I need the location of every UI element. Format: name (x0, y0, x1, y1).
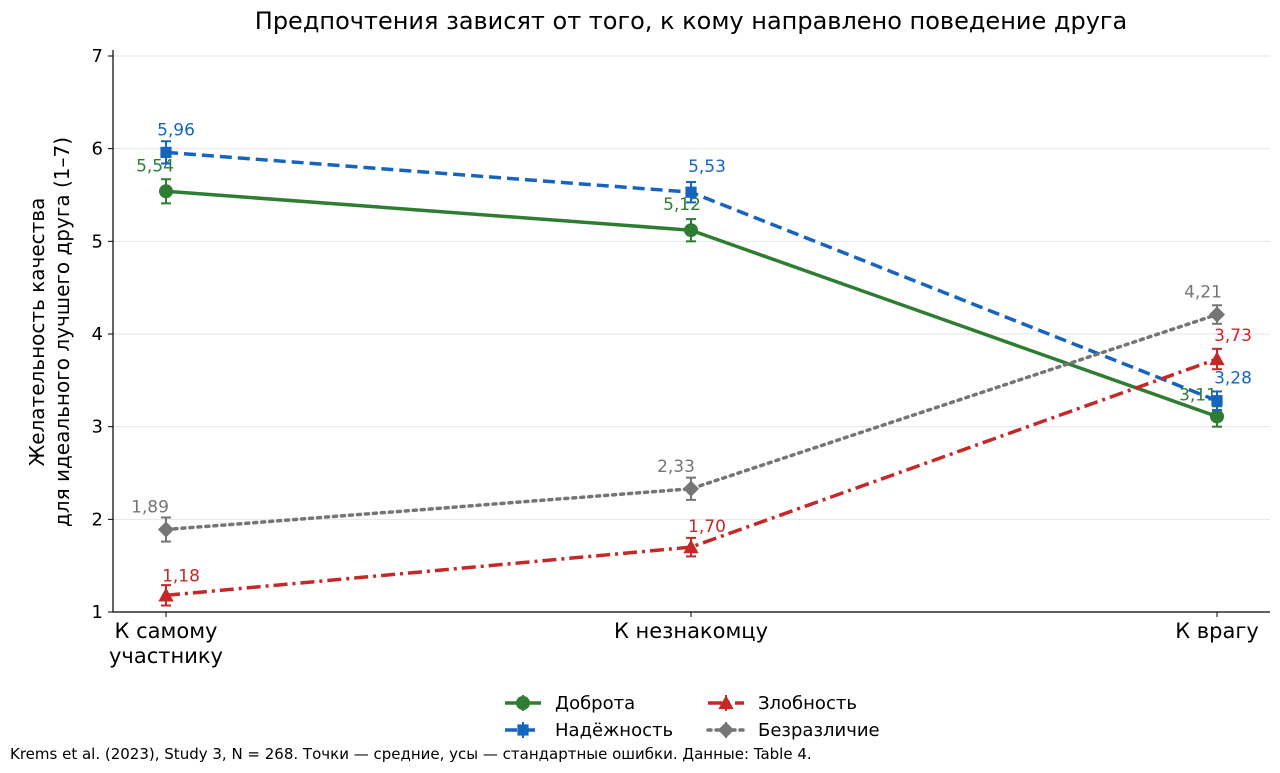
legend: Доброта Надёжность Злобность Безразличие (505, 693, 880, 741)
data-label: 4,21 (1184, 283, 1222, 303)
legend-marker (516, 696, 530, 710)
data-point (683, 539, 699, 554)
legend-label: Безразличие (758, 720, 880, 741)
chart-title: Предпочтения зависят от того, к кому нап… (255, 7, 1127, 35)
y-tick-label: 3 (92, 417, 103, 438)
legend-marker (717, 721, 735, 739)
data-label: 3,73 (1214, 326, 1252, 346)
legend-item: Безразличие (706, 720, 880, 741)
series-3: 1,18 1,70 3,73 (158, 326, 1252, 607)
series-line (165, 357, 1218, 598)
legend-label: Доброта (555, 693, 635, 714)
data-label: 3,28 (1214, 369, 1252, 389)
y-axis-label: Желательность качества для идеального луч… (25, 137, 74, 527)
y-tick-label: 5 (92, 231, 103, 252)
y-axis-label-line: Желательность качества (25, 198, 49, 467)
x-tick-label: К врагу (1175, 619, 1259, 643)
data-label: 3,11 (1179, 385, 1217, 405)
data-point (158, 587, 174, 602)
legend-marker (517, 724, 529, 736)
data-point (682, 480, 700, 497)
data-label: 5,54 (136, 156, 174, 176)
series-4: 1,89 2,33 4,21 (131, 283, 1226, 543)
series-group: 5,545,123,115,965,533,281,181,703,731,89… (131, 120, 1252, 607)
data-point (684, 223, 698, 238)
y-tick-label: 6 (92, 139, 103, 160)
data-label: 2,33 (657, 457, 695, 477)
data-point (1210, 409, 1224, 424)
series-2: 5,96 5,53 3,28 (157, 120, 1252, 411)
data-label: 1,89 (131, 498, 169, 518)
y-tick-label: 1 (92, 602, 103, 623)
data-point (1208, 306, 1226, 323)
legend-item: Надёжность (505, 720, 673, 741)
data-point (160, 146, 172, 158)
y-axis: 1 2 3 4 5 6 7 (92, 46, 113, 623)
data-point (685, 186, 697, 198)
y-tick-label: 4 (92, 324, 103, 345)
legend-marker (718, 695, 734, 710)
data-point (159, 184, 173, 199)
y-tick-label: 2 (92, 509, 103, 530)
data-point (157, 521, 175, 538)
legend-item: Доброта (505, 693, 635, 714)
legend-label: Надёжность (555, 720, 673, 741)
data-label: 5,96 (157, 120, 195, 140)
data-label: 5,53 (688, 157, 726, 177)
data-label: 1,70 (688, 517, 726, 537)
x-tick-label: К самому (115, 619, 218, 643)
x-tick-label: К незнакомцу (614, 619, 768, 643)
chart-caption: Krems et al. (2023), Study 3, N = 268. Т… (10, 745, 812, 763)
y-tick-label: 7 (92, 46, 103, 67)
legend-label: Злобность (758, 693, 857, 714)
legend-item: Злобность (708, 693, 857, 714)
series-1: 5,54 5,12 3,11 (136, 156, 1224, 428)
data-point (1211, 395, 1223, 407)
x-tick-label: участнику (109, 644, 223, 668)
data-point (1209, 351, 1225, 366)
data-label: 5,12 (663, 195, 701, 215)
y-axis-label-line: для идеального лучшего друга (1–7) (50, 137, 74, 527)
data-label: 1,18 (162, 566, 200, 586)
